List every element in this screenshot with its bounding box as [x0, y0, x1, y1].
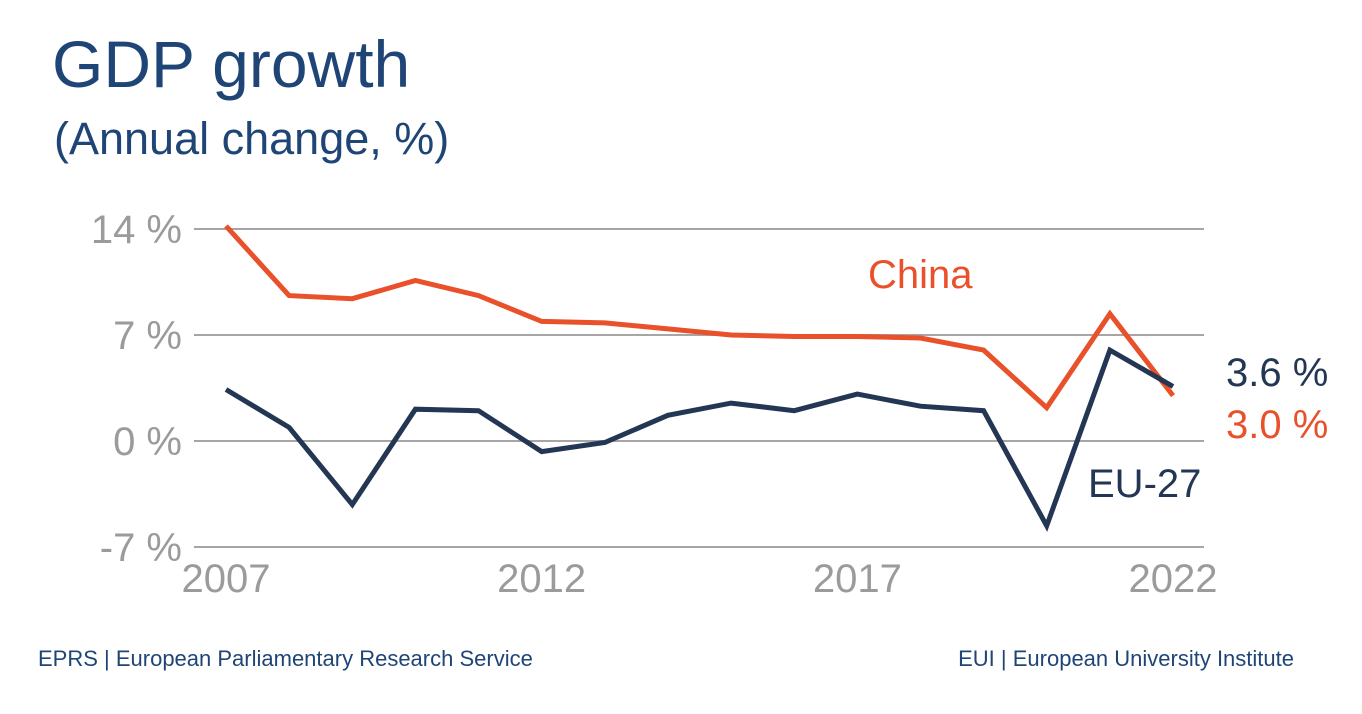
- series-lines: [224, 224, 1175, 532]
- y-axis-ticks: 14 % 7 % 0 % -7 %: [91, 208, 182, 570]
- x-tick-label: 2012: [497, 557, 586, 601]
- series-line-eu-27: [224, 346, 1175, 532]
- y-tick-label: 0 %: [113, 420, 182, 464]
- series-label-china: China: [868, 253, 973, 297]
- footer-source-eui: EUI | European University Institute: [958, 646, 1294, 671]
- chart-title: GDP growth: [52, 27, 411, 101]
- x-tick-label: 2022: [1129, 557, 1218, 601]
- end-value-label-china: 3.0 %: [1226, 403, 1328, 447]
- series-line-china: [224, 224, 1175, 412]
- series-labels: China 3.0 % EU-27 3.6 %: [868, 253, 1328, 506]
- x-axis-ticks: 2007 2012 2017 2022: [182, 557, 1218, 601]
- grid-lines: [194, 228, 1204, 548]
- x-tick-label: 2007: [182, 557, 271, 601]
- series-label-eu-27: EU-27: [1088, 462, 1201, 506]
- y-tick-label: 14 %: [91, 208, 182, 252]
- footer-source-eprs: EPRS | European Parliamentary Research S…: [38, 646, 533, 671]
- y-tick-label: -7 %: [100, 526, 182, 570]
- end-value-label-eu-27: 3.6 %: [1226, 351, 1328, 395]
- y-tick-label: 7 %: [113, 314, 182, 358]
- x-tick-label: 2017: [813, 557, 902, 601]
- chart-subtitle: (Annual change, %): [54, 113, 450, 164]
